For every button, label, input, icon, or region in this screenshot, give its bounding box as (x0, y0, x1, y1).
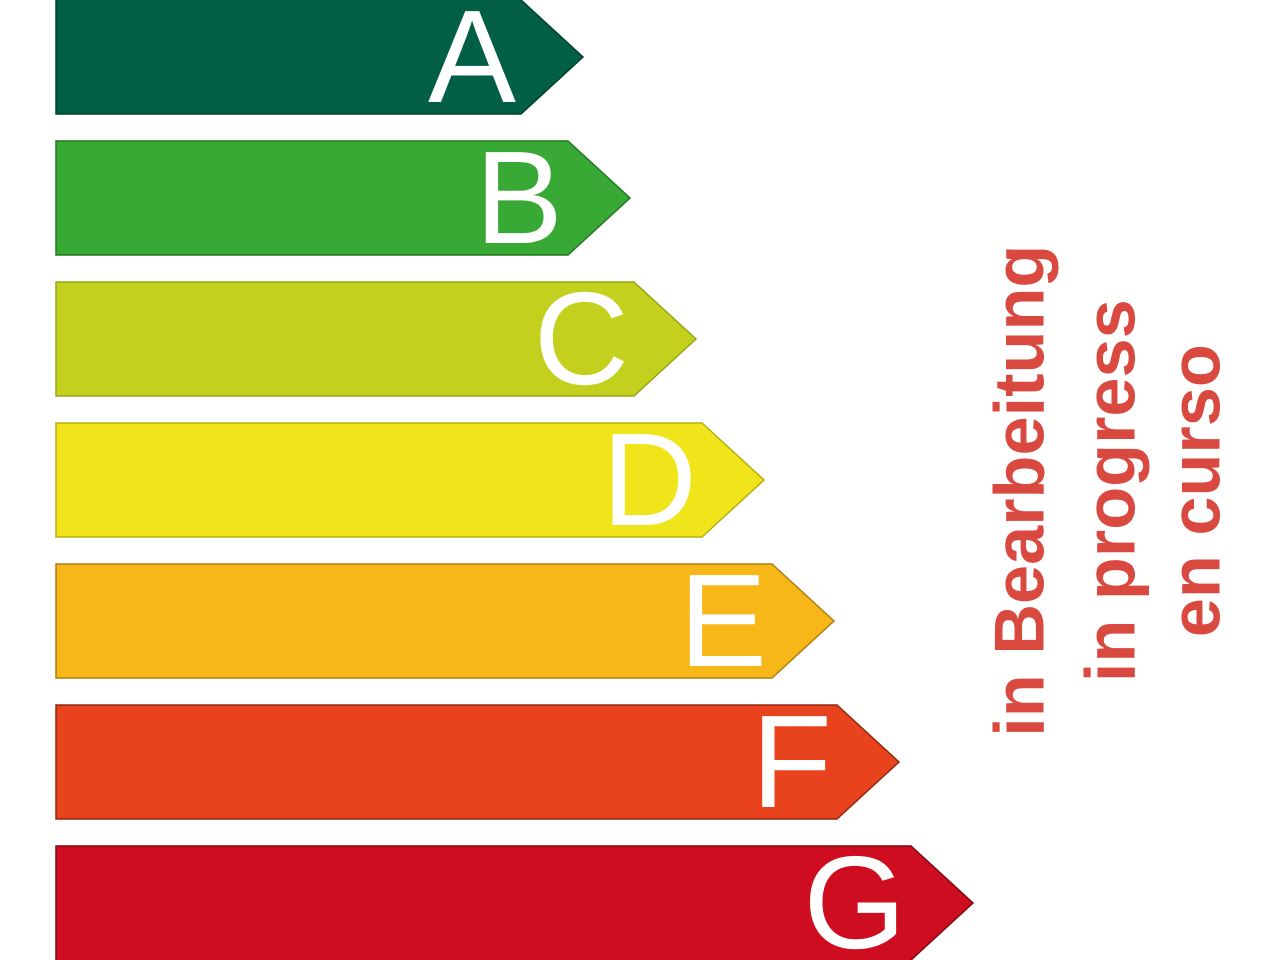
svg-text:G: G (803, 829, 906, 960)
svg-text:C: C (534, 265, 629, 412)
svg-text:in Bearbeitung: in Bearbeitung (980, 245, 1059, 737)
svg-text:D: D (602, 406, 697, 553)
svg-text:en curso: en curso (1156, 344, 1235, 637)
svg-text:F: F (751, 688, 832, 835)
svg-text:A: A (428, 0, 516, 130)
svg-text:in progress: in progress (1071, 299, 1150, 682)
svg-text:B: B (475, 124, 563, 271)
svg-text:E: E (679, 547, 767, 694)
